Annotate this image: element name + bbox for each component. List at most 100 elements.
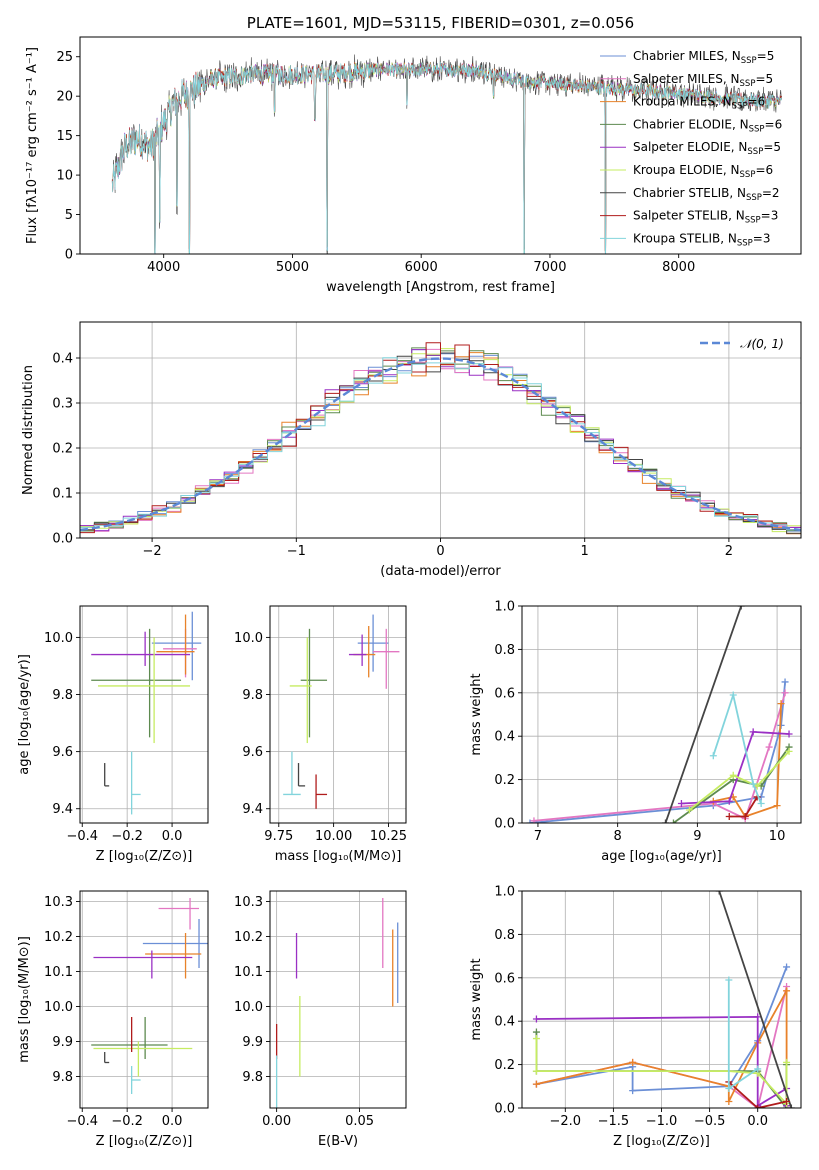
y-axis-label: mass weight	[469, 958, 484, 1040]
legend-label-main: Chabrier STELIB, N	[633, 186, 746, 200]
weight-marker	[709, 752, 717, 760]
legend-label-main: Salpeter STELIB, N	[633, 209, 745, 223]
x-tick-label: 10	[769, 829, 786, 844]
errorbar-point	[297, 763, 306, 787]
weight-marker	[787, 1104, 795, 1108]
y-tick-label: 9.8	[52, 688, 73, 703]
normal-curve	[80, 357, 801, 532]
panel-spectrum: 4000 5000 6000 7000 8000 0 5 10 15 20 25 wavelength…	[25, 14, 802, 295]
errorbar-point	[130, 751, 141, 815]
y-tick-label: 10.0	[44, 631, 73, 646]
y-tick-label: 9.9	[52, 1035, 73, 1050]
x-tick-label: 7000	[533, 260, 566, 275]
weight-marker	[725, 797, 733, 805]
y-tick-label: 0.3	[52, 397, 73, 412]
axes-frame	[79, 36, 802, 255]
y-tick-label: 10.0	[234, 1000, 263, 1015]
y-tick-label: 10.1	[44, 965, 73, 980]
weight-marker	[777, 700, 785, 708]
y-tick-label: 10.2	[44, 930, 73, 945]
y-tick-label: 0.2	[494, 773, 515, 788]
x-tick-label: −0.2	[111, 1114, 143, 1129]
errorbar-point	[156, 614, 195, 675]
weight-marker	[783, 1058, 791, 1066]
weight-marker	[783, 963, 791, 971]
weight-marker	[532, 1035, 540, 1043]
y-tick-label: 0.0	[494, 1102, 515, 1117]
y-tick-label: 9.6	[242, 745, 263, 760]
axes-frame	[79, 321, 802, 539]
legend-label-tail: =6	[748, 95, 766, 109]
errorbar-point	[93, 1041, 193, 1077]
errorbar-point	[289, 637, 312, 744]
y-axis-label: Normed distribution	[21, 365, 36, 495]
y-tick-label: 0.4	[52, 352, 73, 367]
legend-label: Kroupa MILES, NSSP=6	[633, 95, 765, 112]
weight-marker	[737, 606, 745, 610]
y-tick-label: 9.4	[242, 802, 263, 817]
weight-marker	[749, 728, 757, 736]
legend-label-sub: SSP	[741, 56, 757, 66]
weight-line	[664, 606, 743, 823]
plot-area	[91, 611, 202, 815]
x-tick-label: 0	[436, 544, 444, 559]
weight-line	[536, 966, 788, 1092]
y-tick-label: 1.0	[494, 600, 515, 615]
weight-marker	[785, 730, 793, 738]
y-tick-label: 1.0	[494, 885, 515, 900]
plot-area	[526, 606, 793, 823]
legend-label-tail: =3	[761, 209, 779, 223]
x-tick-label: 5000	[276, 260, 309, 275]
weight-marker	[781, 678, 789, 686]
errorbar-point	[91, 631, 191, 666]
weight-marker	[749, 780, 757, 788]
errorbar-point	[104, 763, 110, 787]
x-axis-label: wavelength [Angstrom, rest frame]	[326, 280, 555, 295]
legend-label-tail: =5	[757, 49, 775, 63]
axes-frame	[79, 605, 209, 824]
axes-frame	[521, 890, 802, 1109]
y-tick-label: 0.2	[52, 442, 73, 457]
y-tick-label: 9.8	[52, 1070, 73, 1085]
y-tick-label: 0.6	[494, 686, 515, 701]
y-tick-label: 9.9	[242, 1035, 263, 1050]
y-tick-label: 10.0	[44, 1000, 73, 1015]
errorbar-point	[93, 950, 193, 979]
spectrum-line	[111, 62, 782, 254]
weight-marker	[532, 1080, 540, 1088]
legend-label-tail: =6	[765, 117, 783, 131]
y-tick-label: 0.8	[494, 928, 515, 943]
weight-marker	[754, 1104, 762, 1108]
y-tick-label: 10	[56, 169, 73, 184]
y-axis-label: mass [log₁₀(M/M⊙)]	[17, 936, 32, 1063]
weight-line	[712, 691, 762, 804]
y-tick-label: 10.3	[234, 895, 263, 910]
errorbar-point	[348, 634, 367, 666]
y-tick-label: 20	[56, 90, 73, 105]
axes-frame	[79, 890, 209, 1109]
legend: 𝒩(0, 1)	[700, 337, 784, 351]
x-tick-label: −0.4	[66, 1114, 98, 1129]
x-axis-label: Z [log₁₀(Z/Z⊙)]	[613, 1134, 710, 1149]
plot-area	[91, 898, 208, 1094]
y-tick-label: 0	[65, 248, 73, 263]
weight-marker	[725, 1097, 733, 1105]
y-axis-label: age [log₁₀(age/yr)]	[17, 654, 32, 775]
errorbar-point	[151, 611, 202, 681]
y-tick-label: 9.4	[52, 802, 73, 817]
legend-label: Chabrier MILES, NSSP=5	[633, 49, 774, 66]
errorbar-point	[91, 628, 182, 738]
weight-marker	[783, 1097, 791, 1105]
y-tick-label: 9.6	[52, 745, 73, 760]
errorbar-point	[142, 919, 208, 968]
errorbar-point	[357, 614, 389, 672]
x-axis-label: (data-model)/error	[380, 564, 501, 579]
weight-marker	[725, 1084, 733, 1092]
y-tick-label: 0.4	[494, 1015, 515, 1030]
legend-label: Salpeter STELIB, NSSP=3	[633, 209, 778, 226]
legend-label-sub: SSP	[732, 102, 748, 112]
legend-label-main: Kroupa STELIB, N	[633, 231, 737, 245]
y-tick-label: 0.6	[494, 971, 515, 986]
weight-marker	[741, 812, 749, 820]
legend-label-sub: SSP	[747, 147, 763, 157]
